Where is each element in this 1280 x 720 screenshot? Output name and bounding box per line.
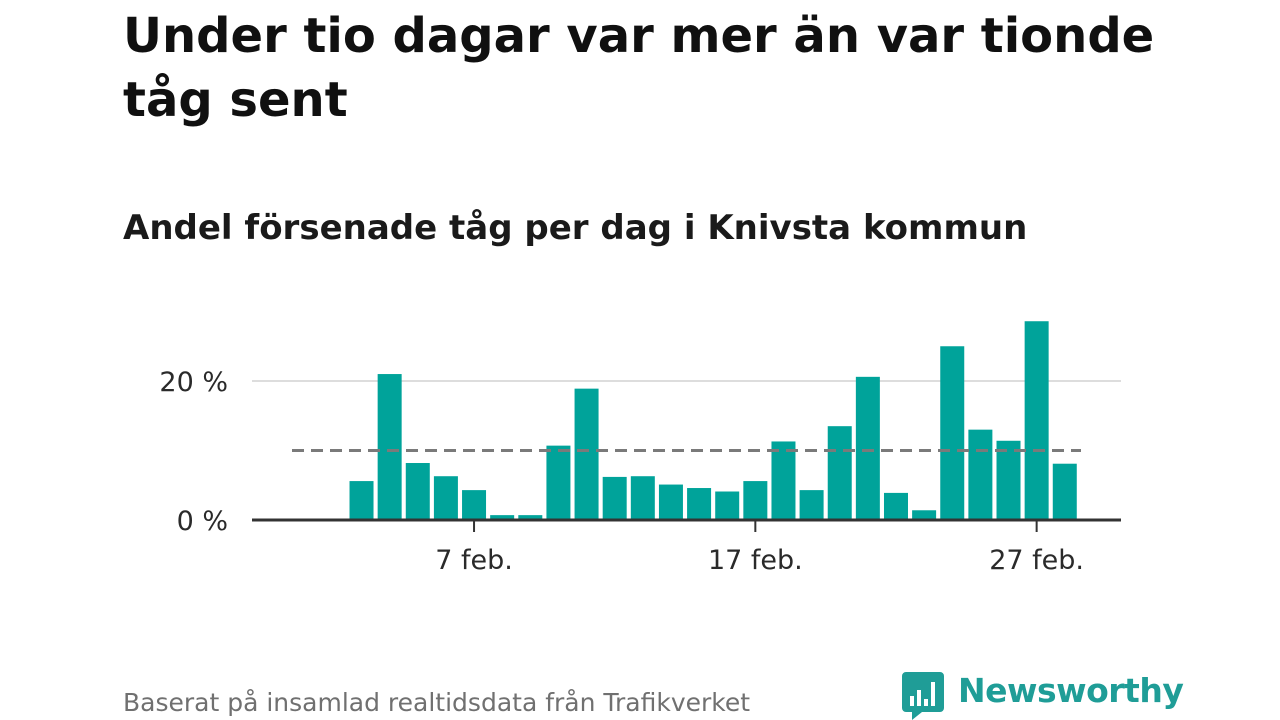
bar bbox=[968, 429, 993, 520]
bar bbox=[799, 490, 824, 520]
bar bbox=[996, 440, 1021, 520]
bar bbox=[883, 492, 908, 520]
chart-title: Under tio dagar var mer än var tionde tå… bbox=[123, 8, 1155, 128]
bar bbox=[743, 481, 768, 520]
bars bbox=[349, 321, 1077, 520]
bar-chart: 7 feb. 17 feb. 27 feb. 0 % 20 % bbox=[159, 321, 1121, 576]
bar bbox=[490, 515, 515, 520]
bar bbox=[546, 445, 571, 520]
bar bbox=[602, 476, 627, 520]
bar bbox=[827, 426, 852, 520]
x-tick-label: 7 feb. bbox=[435, 545, 513, 576]
bar bbox=[462, 490, 487, 520]
brand-logo[interactable]: Newsworthy bbox=[902, 670, 1184, 720]
x-tick-label: 17 feb. bbox=[708, 545, 803, 576]
source-note: Baserat på insamlad realtidsdata från Tr… bbox=[123, 688, 751, 717]
brand-name: Newsworthy bbox=[958, 671, 1184, 710]
bar bbox=[405, 463, 430, 520]
x-ticks: 7 feb. 17 feb. 27 feb. bbox=[435, 520, 1084, 576]
bar bbox=[658, 484, 683, 520]
x-tick-label: 27 feb. bbox=[989, 545, 1084, 576]
bar bbox=[574, 388, 599, 520]
bar bbox=[912, 510, 937, 520]
chart-subtitle: Andel försenade tåg per dag i Knivsta ko… bbox=[123, 208, 1028, 248]
bar bbox=[1052, 463, 1077, 520]
bar bbox=[630, 476, 655, 520]
y-tick-label: 20 % bbox=[159, 367, 228, 398]
y-ticks: 0 % 20 % bbox=[159, 367, 228, 537]
bar bbox=[855, 376, 880, 520]
newsworthy-logo-icon bbox=[902, 672, 944, 720]
bar bbox=[687, 488, 712, 520]
bar bbox=[771, 441, 796, 520]
bar bbox=[349, 481, 374, 520]
bar bbox=[715, 491, 740, 520]
bar bbox=[518, 515, 543, 520]
bar bbox=[940, 346, 965, 520]
bar bbox=[377, 374, 402, 520]
bar bbox=[1024, 321, 1049, 520]
y-tick-label: 0 % bbox=[177, 506, 228, 537]
bar bbox=[433, 476, 458, 520]
